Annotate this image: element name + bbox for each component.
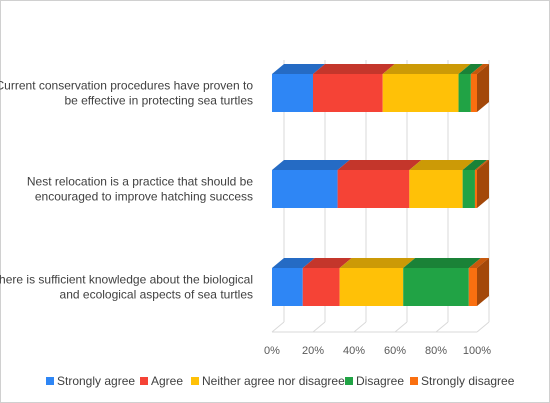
bar-segment xyxy=(403,268,469,306)
bar-segment xyxy=(302,268,340,306)
bar-segment-top xyxy=(409,160,475,170)
bar-segment-top xyxy=(313,64,395,74)
x-tick-label: 80% xyxy=(425,345,447,357)
legend-swatch xyxy=(46,377,54,385)
floor-gridline xyxy=(271,321,285,333)
x-tick-label: 100% xyxy=(463,345,491,357)
bar-segment xyxy=(339,268,404,306)
x-tick-label: 20% xyxy=(302,345,324,357)
bar-segment-top xyxy=(382,64,471,74)
legend-swatch xyxy=(345,377,353,385)
bar-segment-top xyxy=(474,160,489,170)
legend-label: Agree xyxy=(151,374,183,388)
bar-segment-top xyxy=(462,160,487,170)
category-label: and ecological aspects of sea turtles xyxy=(60,288,253,302)
bar-segment xyxy=(474,170,477,208)
x-tick-label: 0% xyxy=(264,345,280,357)
legend-swatch xyxy=(140,377,148,385)
floor-gridline xyxy=(312,321,326,333)
category-label: encouraged to improve hatching success xyxy=(35,190,253,204)
bar-segment-top xyxy=(468,258,489,268)
bar-segment-top xyxy=(470,64,489,74)
bar-segment xyxy=(272,170,338,208)
x-tick-label: 40% xyxy=(343,345,365,357)
bar-side xyxy=(477,160,489,208)
bar-segment xyxy=(313,74,383,112)
legend-label: Neither agree nor disagree xyxy=(202,374,345,388)
category-label: be effective in protecting sea turtles xyxy=(64,94,253,108)
bar-segment xyxy=(468,268,477,306)
floor-gridline xyxy=(476,321,490,333)
bar-side xyxy=(477,258,489,306)
legend-label: Strongly disagree xyxy=(421,374,515,388)
floor-gridline xyxy=(394,321,408,333)
bar-segment xyxy=(272,74,313,112)
legend-label: Disagree xyxy=(356,374,404,388)
bar-side xyxy=(477,64,489,112)
floor-gridline xyxy=(353,321,367,333)
bar-segment-top xyxy=(272,64,325,74)
bar-segment xyxy=(382,74,459,112)
legend-swatch xyxy=(191,377,199,385)
bar-segment-top xyxy=(339,258,416,268)
bar-segment xyxy=(337,170,410,208)
bar-segment xyxy=(409,170,463,208)
bar-segment xyxy=(458,74,471,112)
bar-segment-top xyxy=(403,258,481,268)
category-label: Current conservation procedures have pro… xyxy=(0,79,253,93)
legend-swatch xyxy=(410,377,418,385)
category-label: Nest relocation is a practice that shoul… xyxy=(27,175,253,189)
bar-segment xyxy=(272,268,303,306)
bar-segment-top xyxy=(458,64,483,74)
legend-label: Strongly agree xyxy=(57,374,135,388)
bar-segment-top xyxy=(272,160,350,170)
x-tick-label: 60% xyxy=(384,345,406,357)
bar-segment xyxy=(462,170,475,208)
bar-segment xyxy=(470,74,477,112)
category-label: There is sufficient knowledge about the … xyxy=(0,273,253,287)
bar-segment-top xyxy=(272,258,315,268)
bar-segment-top xyxy=(337,160,422,170)
bar-segment-top xyxy=(302,258,352,268)
floor-gridline xyxy=(435,321,449,333)
